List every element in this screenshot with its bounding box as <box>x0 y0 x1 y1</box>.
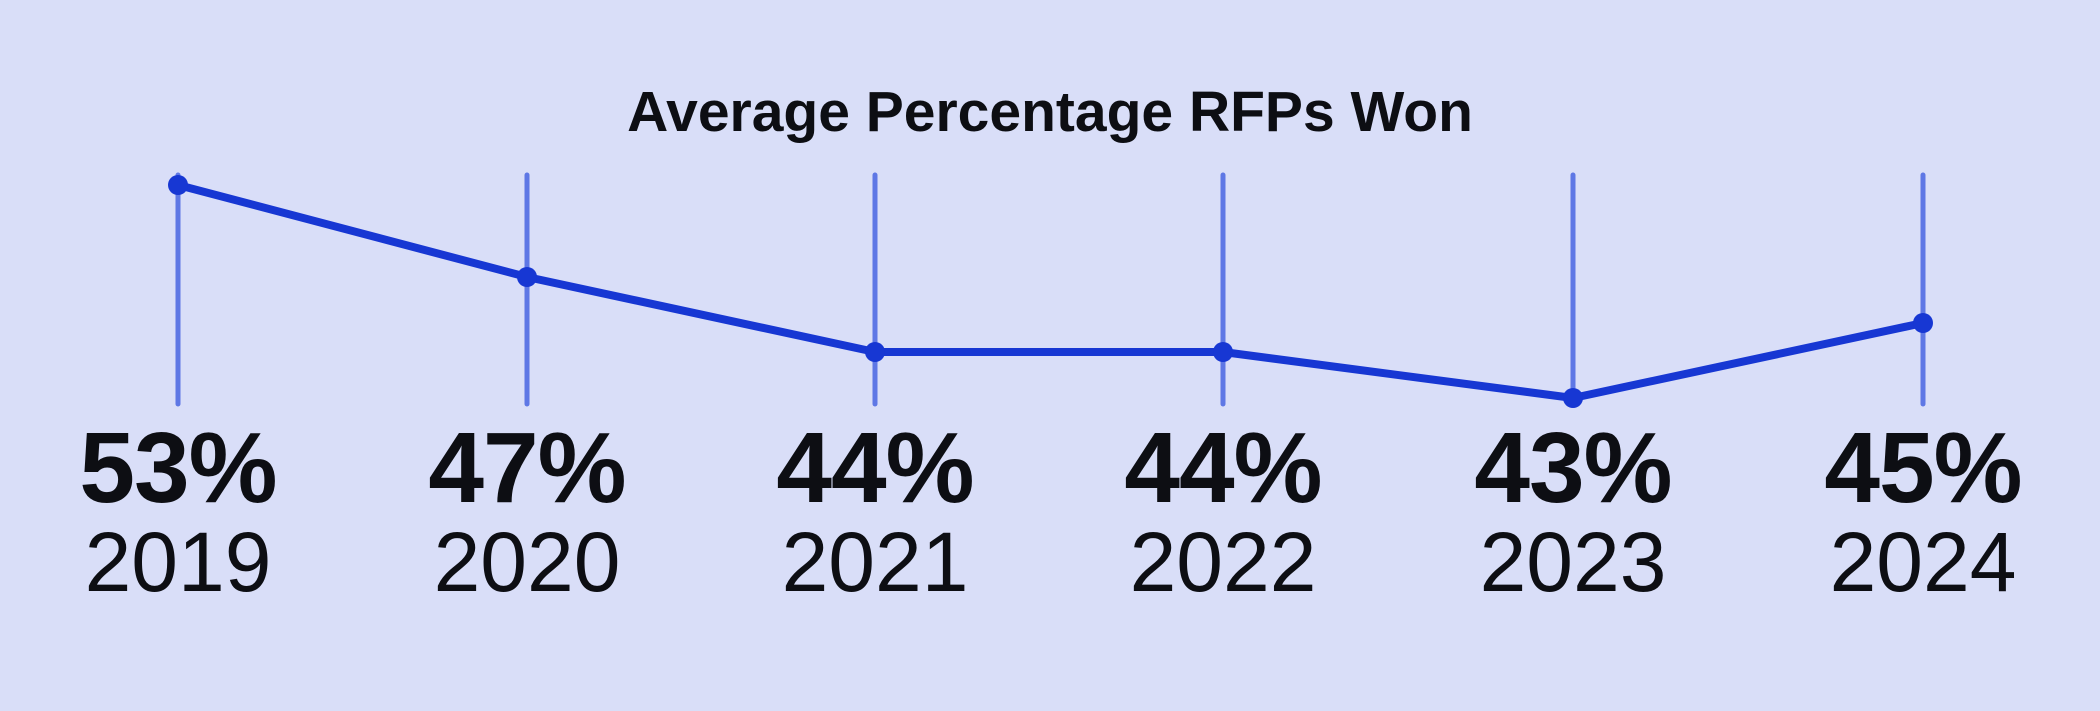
point-label-2022: 44% 2022 <box>1124 412 1322 609</box>
point-label-2024: 45% 2024 <box>1824 412 2022 609</box>
data-point-dot-2020 <box>517 267 537 287</box>
trend-line <box>174 181 1927 402</box>
data-point-dot-2024 <box>1913 313 1933 333</box>
value-label-2022: 44% <box>1124 412 1322 524</box>
year-tick-lines <box>175 172 1926 407</box>
chart-title: Average Percentage RFPs Won <box>627 80 1473 144</box>
point-label-2021: 44% 2021 <box>776 412 974 609</box>
data-point-dot-2019 <box>168 175 188 195</box>
point-label-2023: 43% 2023 <box>1474 412 1672 609</box>
year-label-2022: 2022 <box>1129 515 1317 609</box>
value-label-2024: 45% <box>1824 412 2022 524</box>
year-label-2019: 2019 <box>84 515 272 609</box>
data-point-dot-2021 <box>865 342 885 362</box>
value-label-2020: 47% <box>428 412 626 524</box>
year-label-2024: 2024 <box>1829 515 2017 609</box>
data-point-dots <box>168 175 1933 408</box>
value-label-2019: 53% <box>79 412 277 524</box>
point-label-2020: 47% 2020 <box>428 412 626 609</box>
data-point-dot-2023 <box>1563 388 1583 408</box>
year-label-2020: 2020 <box>433 515 621 609</box>
data-point-dot-2022 <box>1213 342 1233 362</box>
year-label-2023: 2023 <box>1479 515 1667 609</box>
point-label-2019: 53% 2019 <box>79 412 277 609</box>
value-label-2023: 43% <box>1474 412 1672 524</box>
value-label-2021: 44% <box>776 412 974 524</box>
year-label-2021: 2021 <box>781 515 969 609</box>
